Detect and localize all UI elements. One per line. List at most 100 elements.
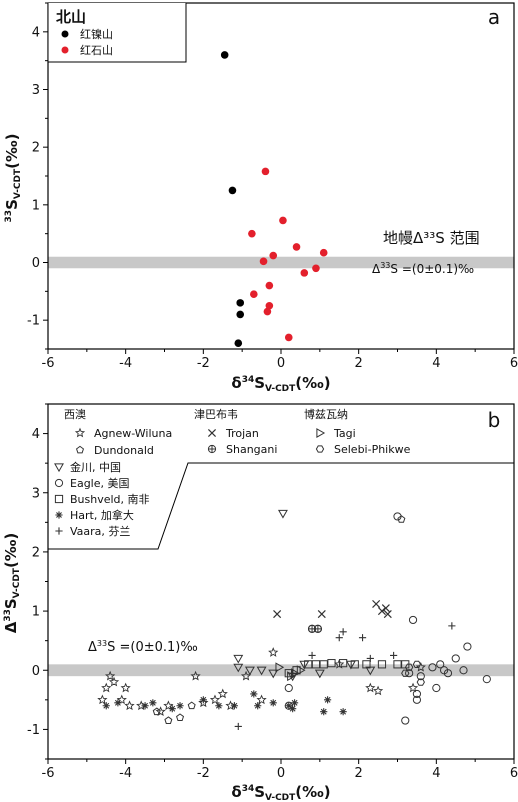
dundonald-point: [397, 515, 406, 523]
tagi-point: [287, 671, 296, 682]
y-tick-label: 4: [32, 25, 40, 40]
agnew-wiluna-point: [365, 682, 376, 693]
series-point: [300, 269, 309, 277]
series-point: [269, 251, 278, 260]
y-tick-label: 4: [32, 427, 40, 442]
dundonald-point: [176, 713, 185, 721]
series-point: [265, 281, 274, 290]
agnew-wiluna-point: [256, 694, 267, 705]
hart-point: [269, 699, 277, 707]
agnew-wiluna-point: [124, 700, 135, 711]
eagle-point: [416, 672, 425, 681]
bushveld-point: [339, 659, 348, 668]
hart-point: [149, 699, 157, 707]
eagle-point: [443, 669, 453, 678]
legend-marker-trojan: [207, 428, 217, 438]
y-tick-label: 0: [32, 256, 40, 271]
agnew-wiluna-point: [268, 647, 279, 657]
panel-b-xlabel: δ34SV-CDT(‰): [231, 783, 330, 802]
legend-marker-bushveld: [54, 494, 64, 504]
x-tick-label: 2: [355, 766, 363, 781]
hart-point: [320, 708, 328, 716]
eagle-point: [412, 689, 422, 699]
x-tick-label: 4: [432, 356, 440, 371]
agnew-wiluna-point: [372, 685, 384, 696]
series-point: [312, 264, 320, 273]
y-tick-label: 0: [32, 664, 40, 679]
eagle-point: [451, 654, 460, 663]
hart-point: [141, 702, 149, 710]
agnew-wiluna-point: [407, 682, 419, 693]
x-tick-label: -2: [197, 766, 210, 781]
series-point: [277, 509, 288, 519]
selebi-phikwe-point: [404, 663, 414, 671]
hart-point: [250, 690, 258, 698]
legend-label-hart: Hart, 加拿大: [70, 508, 134, 522]
legend-marker-selebi-phikwe: [315, 445, 325, 453]
eagle-point: [408, 615, 418, 625]
series-point: [284, 333, 293, 342]
series-point: [292, 243, 301, 251]
hart-point: [199, 696, 207, 704]
panel-b-band-equation: Δ33S =(0±0.1)‰: [88, 639, 198, 655]
bushveld-point: [350, 660, 359, 669]
tagi-point: [275, 662, 285, 673]
panel-b-band: [48, 664, 514, 677]
legend-marker-series: [54, 463, 64, 473]
eagle-point: [482, 675, 491, 684]
panel-a-band-equation: Δ33S =(0±0.1)‰: [372, 261, 474, 276]
x-tick-label: -4: [119, 766, 132, 781]
series-point: [244, 666, 255, 676]
agnew-wiluna-point: [116, 694, 127, 705]
trojan-point: [383, 610, 392, 619]
series-point: [279, 216, 287, 225]
series-point: [220, 51, 229, 59]
agnew-wiluna-point: [240, 670, 252, 681]
y-tick-label: -1: [27, 723, 40, 738]
legend-marker-hongshishan: [61, 46, 69, 54]
legend-marker-hart: [55, 511, 63, 519]
legend-label-eagle: Eagle, 美国: [70, 477, 130, 490]
agnew-wiluna-point: [209, 694, 221, 705]
hart-point: [215, 702, 223, 710]
legend-label-trojan: Trojan: [225, 427, 259, 440]
series-point: [265, 301, 274, 310]
trojan-point: [273, 610, 282, 619]
y-tick-label: 1: [32, 198, 40, 213]
hart-point: [168, 705, 176, 713]
panel-b-ticks: -6 -4 -2 0 2 4 6 -1 0 1 2 3 4: [27, 403, 518, 781]
eagle-point: [432, 683, 441, 693]
series-point: [261, 167, 270, 176]
panel-a-label: a: [488, 5, 500, 29]
agnew-wiluna-point: [190, 670, 201, 681]
hart-point: [290, 699, 299, 707]
bushveld-point: [319, 660, 328, 669]
vaara-point: [366, 654, 374, 663]
eagle-point: [463, 642, 472, 651]
trojan-point: [317, 610, 326, 619]
tagi-point: [290, 668, 300, 679]
eagle-point: [393, 512, 402, 521]
hart-point: [289, 705, 297, 713]
series-point: [236, 310, 245, 319]
series-point: [268, 669, 279, 679]
legend-label-hongshishan: 红石山: [80, 44, 113, 57]
trojan-point: [372, 599, 381, 609]
x-tick-label: -4: [119, 356, 132, 371]
legend-label-dundonald: Dundonald: [94, 444, 154, 457]
dundonald-point: [152, 707, 161, 716]
vaara-point: [448, 622, 456, 630]
panel-b-points: [97, 509, 491, 731]
bushveld-point: [311, 660, 321, 669]
hart-point: [230, 702, 238, 710]
legend-label-bushveld: Bushveld, 南非: [70, 493, 150, 506]
y-tick-label: -1: [27, 314, 40, 329]
panel-b-legend-frame: [48, 462, 514, 550]
hart-point: [324, 696, 332, 704]
selebi-phikwe-point: [401, 669, 410, 677]
series-point: [263, 307, 272, 316]
bushveld-point: [377, 660, 387, 669]
x-tick-label: -2: [197, 356, 210, 371]
panel-b: -6 -4 -2 0 2 4 6 -1 0 1 2 3 4 b 西澳 津巴布韦 博兹瓦纳 Agnew-W…: [2, 403, 518, 802]
legend-label-hongnieshan: 红镍山: [80, 27, 113, 41]
